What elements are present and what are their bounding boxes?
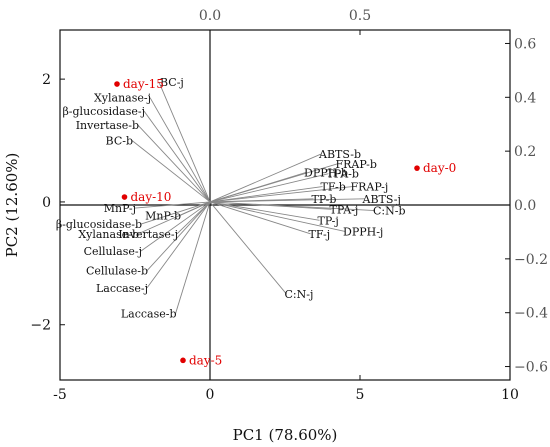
score-label: day-5	[189, 353, 222, 367]
score-label: day-15	[123, 77, 164, 91]
loading-label: Invertase-b	[76, 119, 139, 132]
loading-vector	[176, 201, 211, 235]
loading-label: Invertase-j	[118, 228, 178, 241]
x-tick-label: 5	[356, 387, 365, 403]
loading-vector	[209, 201, 346, 232]
loading-label: β-glucosidase-b	[56, 218, 142, 231]
loading-label: Cellulase-j	[84, 245, 142, 258]
loading-vector	[140, 201, 211, 252]
loading-label: C:N-b	[373, 205, 406, 218]
loading-label: Xylanase-b	[78, 228, 139, 241]
right-tick-label: −0.4	[514, 306, 548, 322]
loading-vector	[209, 198, 365, 203]
loading-label: TP-j	[318, 214, 339, 227]
loading-label: TP-b	[312, 193, 337, 206]
loading-label: Cellulase-b	[86, 265, 148, 278]
loading-label: FRAP-j	[351, 181, 389, 194]
loading-vector	[146, 201, 211, 272]
loading-label: FRAP-b	[336, 158, 377, 171]
score-point	[114, 81, 120, 87]
loading-vector	[131, 140, 211, 203]
right-tick-label: 0.2	[514, 144, 536, 160]
score-label: day-10	[131, 190, 172, 204]
loading-vector	[158, 82, 211, 203]
loading-vector	[209, 201, 311, 235]
y-axis-title: PC2 (12.60%)	[3, 153, 21, 258]
x-tick-label: 10	[501, 387, 519, 403]
loading-vector	[137, 124, 211, 203]
x-tick-label: -5	[53, 387, 67, 403]
score-point	[414, 165, 420, 171]
right-tick-label: 0.0	[514, 198, 536, 214]
loading-vector	[209, 173, 329, 203]
loading-vector	[149, 97, 211, 203]
loading-label: MnP-j	[104, 202, 136, 215]
y-tick-label: 0	[42, 195, 51, 211]
loading-label: Laccase-j	[96, 282, 148, 295]
loading-vector	[209, 186, 323, 203]
loading-vector	[175, 201, 211, 314]
loading-vector	[209, 201, 320, 221]
loading-vector	[209, 172, 307, 203]
loading-label: Laccase-b	[121, 308, 177, 321]
right-tick-label: 0.4	[514, 90, 536, 106]
loading-vector	[143, 110, 211, 203]
loading-label: BC-j	[160, 76, 184, 89]
loading-label: DPPH-b	[304, 166, 348, 179]
score-point	[121, 194, 128, 200]
top-tick-label: 0.0	[199, 8, 221, 24]
right-tick-label: −0.6	[514, 360, 548, 376]
loading-labels: BC-j Xylanase-jβ-glucosidase-jInvertase-b…	[56, 76, 406, 320]
y-tick-label: −2	[30, 318, 51, 334]
loading-label: DPPH-j	[343, 225, 383, 238]
right-tick-label: −0.2	[514, 252, 548, 268]
loading-label: ABTS-b	[318, 148, 361, 161]
axis-ticks: -5 0 5 10 −2 0 2 0.0 0.5 0.6 0.4 0.2 0.0 −0.2 −0.4 −0.6	[30, 8, 548, 403]
loading-label: TPA-j	[330, 203, 359, 216]
score-label: day-0	[423, 161, 456, 175]
loading-label: TF-j	[309, 228, 331, 241]
loading-vector	[134, 201, 211, 209]
loading-vector	[209, 201, 287, 295]
right-tick-label: 0.6	[514, 36, 536, 52]
loading-vectors	[131, 82, 376, 314]
loading-label: β-glucosidase-j	[62, 105, 145, 118]
score-points: day-0 day-5 day-10 day-15	[114, 77, 456, 367]
loading-label: MnP-b	[145, 209, 181, 222]
loading-label: BC-b	[106, 135, 133, 148]
loading-label: TF-b	[321, 181, 346, 194]
loading-label: Xylanase-j	[94, 92, 151, 105]
loading-vector	[209, 201, 376, 211]
x-tick-label: 0	[206, 387, 215, 403]
loading-vector	[209, 186, 353, 203]
loading-vector	[146, 201, 211, 289]
loading-label: TPA-b	[327, 168, 359, 181]
top-tick-label: 0.5	[349, 8, 371, 24]
x-axis-title: PC1 (78.60%)	[233, 426, 338, 444]
score-point	[180, 357, 186, 364]
loading-vector	[209, 153, 322, 203]
loading-vector	[140, 201, 211, 225]
loading-vector	[137, 201, 211, 235]
y-tick-label: 2	[42, 72, 51, 88]
loading-label: ABTS-j	[362, 193, 401, 206]
loading-label: C:N-j	[285, 288, 314, 301]
